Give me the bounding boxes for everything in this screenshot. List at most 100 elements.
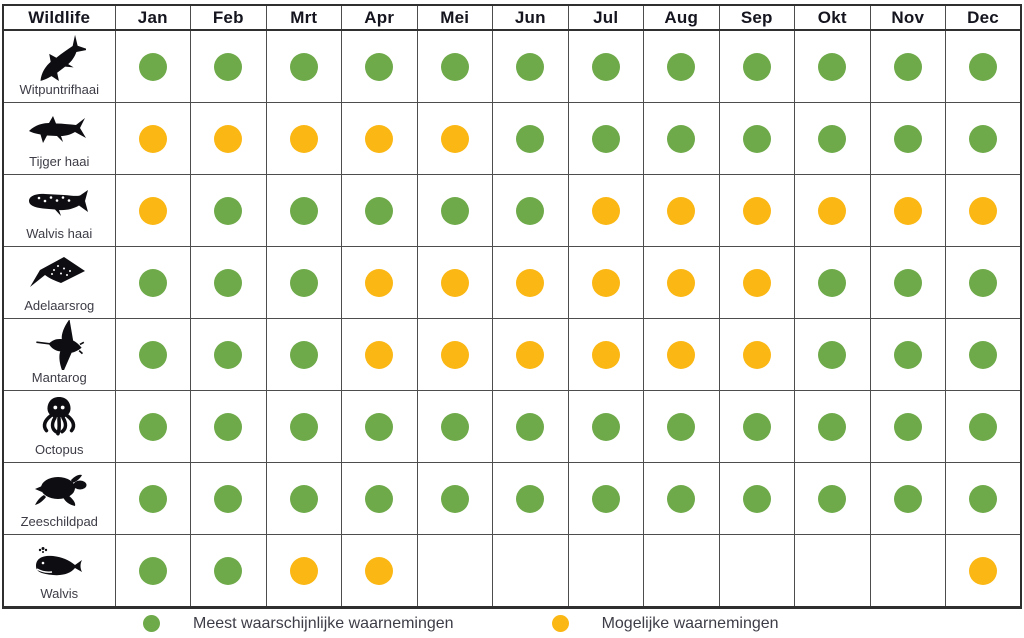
sighting-cell-nov [869,102,946,175]
sighting-cell-mei [416,102,493,175]
sighting-cell-jan [114,534,191,609]
sighting-dot-yellow [365,268,394,297]
sighting-cell-apr [341,462,418,535]
sighting-dot-green [893,268,922,297]
sighting-dot-green [516,484,545,513]
sighting-dot-green [818,52,847,81]
animal-label: Zeeschildpad [20,514,98,529]
sighting-dot-yellow [591,340,620,369]
sea-turtle-icon [28,463,90,514]
sighting-dot-green [214,196,243,225]
sighting-cell-okt [794,462,871,535]
sighting-cell-jul [567,29,644,103]
sighting-cell-apr [341,390,418,463]
sighting-dot-green [138,412,167,441]
sighting-dot-green [365,484,394,513]
animal-cell: Walvis haai [2,174,116,247]
sighting-cell-nov [869,318,946,391]
month-header-jun: Jun [492,4,569,31]
sighting-dot-green [214,268,243,297]
legend-item-yellow: Mogelijke waarnemingen [551,615,779,633]
sighting-dot-green [440,484,469,513]
sighting-cell-jun [492,246,569,319]
sighting-cell-mei [416,174,493,247]
sighting-cell-mrt [265,246,342,319]
sighting-cell-sep [718,318,795,391]
tiger-shark-icon [28,103,90,154]
sighting-cell-mei [416,246,493,319]
sighting-dot-green [893,124,922,153]
sighting-dot-yellow [138,124,167,153]
sighting-dot-green [214,556,243,585]
sighting-dot-green [365,52,394,81]
sighting-cell-aug [643,534,720,609]
sighting-dot-yellow [591,268,620,297]
month-header-okt: Okt [794,4,871,31]
sighting-dot-yellow [440,268,469,297]
sighting-cell-okt [794,534,871,609]
animal-label: Octopus [35,442,84,457]
sighting-cell-mrt [265,318,342,391]
sighting-cell-apr [341,318,418,391]
sighting-dot-green [365,196,394,225]
animal-row: Adelaarsrog [2,246,1022,319]
sighting-cell-feb [190,246,267,319]
sighting-cell-jun [492,462,569,535]
sighting-dot-yellow [516,340,545,369]
animal-row: Zeeschildpad [2,462,1022,535]
sighting-cell-jan [114,462,191,535]
sighting-cell-jun [492,102,569,175]
sighting-dot-green [667,124,696,153]
sighting-dot-green [818,340,847,369]
sighting-dot-yellow [516,268,545,297]
sighting-dot-green [591,124,620,153]
sighting-cell-okt [794,246,871,319]
sighting-cell-okt [794,390,871,463]
sighting-dot-green [667,52,696,81]
sighting-dot-yellow [667,268,696,297]
sighting-dot-yellow [440,340,469,369]
sighting-cell-mei [416,29,493,103]
animal-cell: Tijger haai [2,102,116,175]
animal-row: Mantarog [2,318,1022,391]
sighting-cell-apr [341,246,418,319]
sighting-cell-jul [567,462,644,535]
sighting-dot-green [969,340,997,369]
animal-label: Adelaarsrog [24,298,95,313]
sighting-cell-dec [945,29,1022,103]
sighting-cell-feb [190,390,267,463]
sighting-cell-jun [492,318,569,391]
sighting-cell-jul [567,390,644,463]
month-header-nov: Nov [869,4,946,31]
sighting-cell-dec [945,246,1022,319]
wildlife-calendar-table: Wildlife Jan Feb Mrt Apr Mei Jun Jul Aug Sep Okt No… [2,4,1022,609]
sighting-dot-yellow [893,196,922,225]
sighting-dot-yellow [667,196,696,225]
sighting-dot-green [365,412,394,441]
sighting-dot-green [742,52,771,81]
sighting-dot-yellow [138,196,167,225]
sighting-dot-green [516,124,545,153]
sighting-dot-green [893,412,922,441]
animal-row: Walvis [2,534,1022,609]
sighting-cell-jan [114,246,191,319]
animal-label: Tijger haai [29,154,90,169]
sighting-cell-mrt [265,534,342,609]
sighting-cell-aug [643,29,720,103]
sighting-cell-sep [718,246,795,319]
sighting-dot-green [818,412,847,441]
sighting-cell-mei [416,318,493,391]
sighting-dot-yellow [365,556,394,585]
sighting-dot-yellow [818,196,847,225]
sighting-cell-feb [190,174,267,247]
sighting-dot-yellow [969,556,997,585]
sighting-dot-green [893,340,922,369]
animal-cell: Mantarog [2,318,116,391]
sighting-cell-sep [718,102,795,175]
month-header-jan: Jan [114,4,191,31]
sighting-dot-yellow [289,556,318,585]
sighting-cell-feb [190,318,267,391]
sighting-cell-apr [341,102,418,175]
sighting-dot-green [214,412,243,441]
legend-label: Meest waarschijnlijke waarnemingen [193,614,454,632]
